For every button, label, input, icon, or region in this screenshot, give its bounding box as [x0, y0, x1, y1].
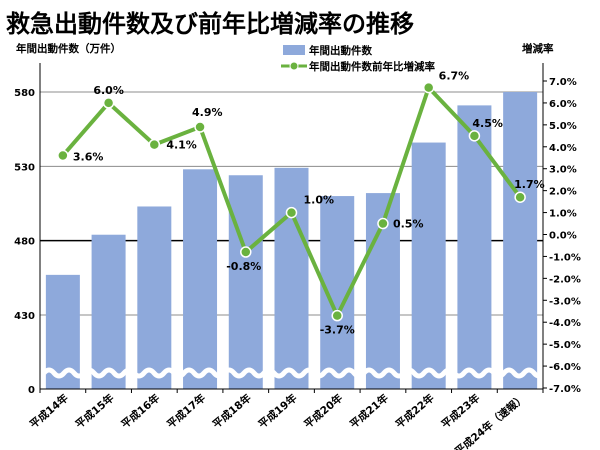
left-tick-label: 0 — [28, 385, 35, 396]
rate-point — [377, 217, 389, 230]
right-tick-label: 3.0% — [549, 165, 577, 176]
rate-point — [240, 246, 252, 258]
rate-point — [102, 97, 115, 109]
right-tick-label: -3.0% — [549, 296, 581, 307]
right-tick-label: -5.0% — [549, 340, 581, 351]
right-tick-label: -7.0% — [549, 384, 581, 395]
rate-series: 3.6% 6.0% 4.1% 4.9% -0.8% 1.0% -3.7% 0.5% 6.7% 4.… — [57, 70, 545, 337]
rate-point — [285, 206, 298, 219]
x-category-label: 平成21年 — [347, 391, 391, 431]
bar — [457, 105, 492, 389]
left-axis-label: 年間出動件数（万件） — [16, 42, 121, 55]
bar — [137, 206, 172, 389]
rate-data-label: 1.7% — [514, 178, 545, 191]
right-tick-label: 1.0% — [549, 209, 577, 220]
rate-data-label: -3.7% — [320, 324, 355, 337]
right-tick-label: 5.0% — [549, 121, 577, 132]
right-tick-label: 6.0% — [549, 99, 577, 110]
bar — [91, 234, 126, 389]
right-tick-label: 0.0% — [549, 231, 577, 242]
bar — [228, 175, 263, 389]
x-category-label: 平成14年 — [27, 391, 71, 431]
right-axis-label: 増減率 — [522, 42, 554, 55]
left-tick-label: 430 — [14, 311, 35, 322]
left-tick-label: 530 — [14, 162, 35, 173]
rate-data-label: -0.8% — [226, 260, 261, 273]
tick-labels: 0 430 480 530 580 7.0% 6.0% 5.0% 4.0% 3.0% 2.0% 1.0… — [14, 77, 581, 396]
x-category-label: 平成16年 — [119, 391, 163, 431]
x-category-label: 平成23年 — [439, 391, 483, 431]
x-category-label: 平成19年 — [256, 391, 300, 431]
x-category-label: 平成17年 — [164, 391, 208, 431]
rate-point — [57, 149, 69, 162]
axes — [39, 63, 547, 393]
bar — [274, 167, 309, 389]
rate-data-label: 4.5% — [472, 117, 503, 130]
right-tick-label: 4.0% — [549, 143, 577, 154]
right-tick-label: -4.0% — [549, 318, 581, 329]
rate-point — [468, 130, 481, 142]
rate-data-label: 3.6% — [73, 151, 104, 164]
rate-data-label: 4.9% — [192, 106, 223, 119]
legend-line-marker — [289, 61, 299, 71]
rate-point — [194, 121, 206, 133]
legend-bar-label: 年間出動件数 — [309, 44, 372, 57]
legend-bar-swatch — [283, 45, 305, 55]
rate-point — [422, 81, 435, 94]
right-tick-label: -6.0% — [549, 362, 581, 373]
right-tick-label: 7.0% — [549, 77, 577, 88]
rate-data-label: 6.7% — [439, 70, 470, 83]
chart-title: 救急出動件数及び前年比増減率の推移 — [6, 10, 414, 38]
legend-line-label: 年間出動件数前年比増減率 — [309, 60, 435, 73]
x-category-label: 平成22年 — [393, 391, 437, 431]
axis-break-wave — [42, 367, 546, 379]
left-tick-label: 480 — [14, 237, 35, 248]
rate-data-label: 1.0% — [304, 194, 335, 207]
rate-point — [331, 309, 343, 322]
rate-point — [514, 191, 526, 203]
right-tick-label: -1.0% — [549, 252, 581, 263]
x-category-label: 平成18年 — [210, 391, 254, 431]
bar — [183, 169, 218, 389]
x-category-label: 平成15年 — [73, 391, 117, 431]
right-tick-label: 2.0% — [549, 187, 577, 198]
rate-point — [148, 138, 161, 151]
x-axis-labels: 平成14年 平成15年 平成16年 平成17年 平成18年 平成19年 平成20年 平成21年… — [27, 391, 528, 450]
axis-break — [42, 367, 546, 379]
bar-series — [45, 92, 538, 389]
legend: 年間出動件数 年間出動件数前年比増減率 — [281, 44, 435, 73]
rate-data-label: 0.5% — [393, 218, 424, 231]
x-category-label: 平成20年 — [301, 391, 345, 431]
rate-data-label: 6.0% — [93, 84, 124, 97]
right-tick-label: -2.0% — [549, 274, 581, 285]
rate-data-label: 4.1% — [166, 139, 197, 152]
bar — [503, 92, 538, 389]
left-tick-label: 580 — [14, 88, 35, 99]
bar — [411, 142, 446, 389]
